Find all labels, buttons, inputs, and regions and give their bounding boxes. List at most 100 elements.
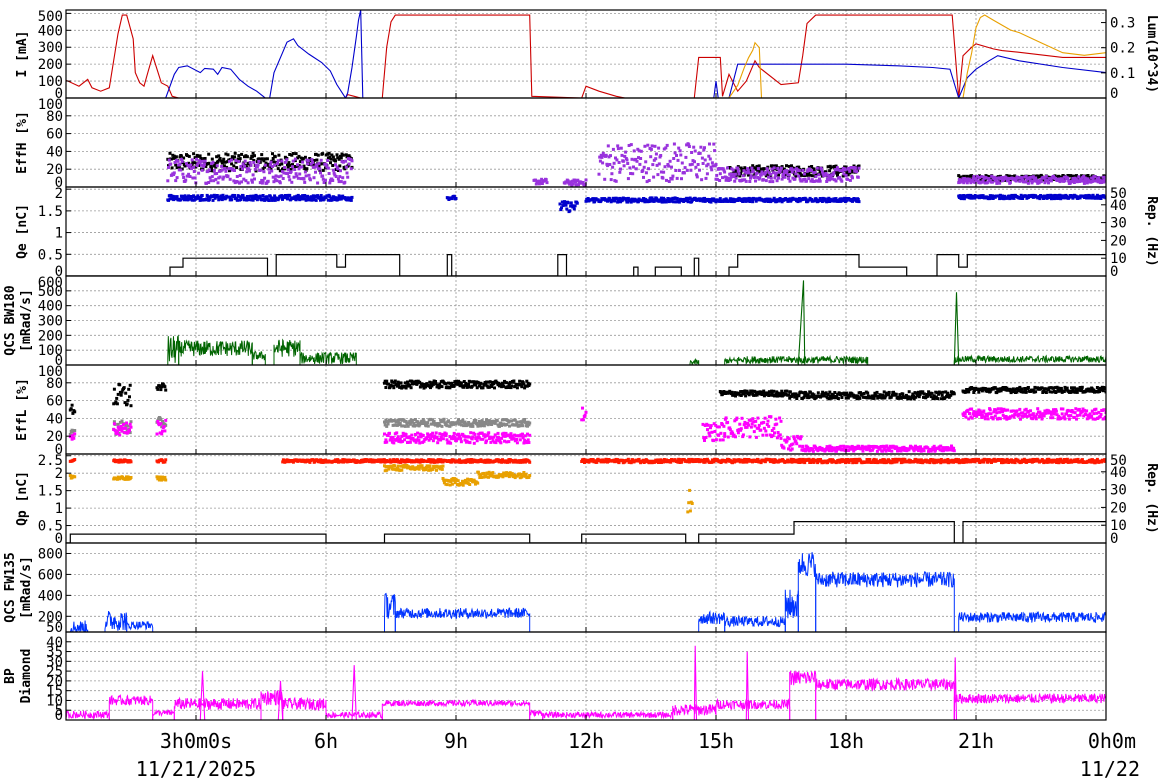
data-point — [253, 154, 256, 158]
data-point — [707, 154, 711, 158]
data-point — [238, 181, 241, 185]
data-point — [976, 410, 980, 414]
data-point — [750, 422, 754, 426]
data-point — [649, 155, 653, 159]
data-point — [656, 173, 660, 177]
data-point — [998, 410, 1002, 414]
data-point — [120, 419, 124, 423]
data-point — [115, 430, 119, 434]
data-point — [1052, 412, 1056, 416]
data-point — [689, 168, 693, 172]
data-point — [321, 168, 325, 172]
data-point — [462, 424, 466, 428]
y2-tick-label: 30 — [1110, 216, 1127, 232]
data-point — [628, 166, 632, 170]
data-point — [1079, 389, 1083, 393]
data-point — [1065, 386, 1069, 390]
data-point — [1101, 175, 1105, 179]
data-point — [343, 167, 347, 171]
data-point — [183, 194, 187, 198]
data-point — [234, 159, 238, 163]
data-point — [386, 434, 390, 437]
data-point — [626, 196, 630, 200]
data-point — [338, 175, 342, 179]
data-point — [710, 168, 714, 172]
data-point — [310, 158, 314, 162]
y-tick-label: 60 — [46, 127, 63, 143]
data-point — [606, 164, 610, 168]
data-point — [573, 204, 577, 208]
data-point — [512, 379, 516, 383]
data-point — [847, 445, 851, 449]
data-point — [433, 434, 437, 438]
data-point — [962, 197, 966, 201]
data-point — [220, 164, 224, 168]
data-point — [1104, 390, 1106, 394]
data-point — [459, 381, 463, 385]
data-point — [169, 157, 173, 161]
data-point — [210, 175, 214, 179]
data-point — [312, 159, 316, 162]
data-point — [634, 167, 638, 171]
data-point — [731, 168, 735, 172]
data-point — [715, 425, 719, 429]
data-point — [807, 165, 811, 169]
data-point — [162, 425, 166, 428]
data-point — [396, 435, 400, 439]
data-point — [713, 149, 717, 153]
y-tick-label: 40 — [46, 411, 63, 427]
data-point — [907, 448, 911, 452]
data-point — [946, 391, 950, 395]
data-point — [976, 179, 980, 183]
data-point — [343, 180, 347, 184]
data-point — [1050, 410, 1054, 414]
data-point — [993, 414, 997, 418]
data-point — [1031, 412, 1035, 416]
data-point — [712, 197, 716, 201]
data-point — [778, 170, 782, 174]
data-point — [807, 177, 811, 181]
data-point — [677, 169, 681, 172]
data-point — [675, 197, 679, 200]
data-point — [1087, 387, 1091, 391]
data-point — [764, 429, 768, 433]
data-point — [896, 449, 899, 453]
y-axis-label: EffH [%] — [15, 111, 30, 174]
data-point — [839, 199, 843, 203]
data-point — [706, 423, 710, 427]
data-point — [728, 178, 732, 182]
data-point — [983, 179, 987, 183]
data-point — [112, 420, 116, 424]
data-point — [934, 395, 938, 399]
noise-trace — [724, 356, 739, 365]
data-point — [306, 196, 310, 199]
data-point — [500, 418, 504, 422]
data-point — [746, 168, 750, 172]
data-point — [345, 155, 349, 159]
data-point — [985, 414, 989, 418]
data-point — [416, 421, 420, 425]
data-point — [335, 153, 339, 157]
data-point — [438, 432, 442, 436]
data-point — [612, 161, 616, 165]
data-point — [792, 168, 796, 172]
data-point — [717, 433, 721, 437]
data-point — [255, 198, 259, 202]
data-point — [237, 160, 241, 163]
data-point — [1069, 174, 1073, 178]
data-point — [469, 424, 473, 428]
data-point — [922, 392, 926, 396]
data-point — [322, 181, 326, 184]
data-point — [957, 174, 961, 178]
data-point — [591, 458, 595, 462]
data-point — [1030, 181, 1034, 185]
data-point — [263, 165, 267, 169]
data-point — [952, 392, 956, 396]
data-point — [660, 200, 664, 204]
data-point — [431, 381, 435, 385]
data-point — [1086, 177, 1090, 181]
data-point — [206, 195, 210, 199]
data-point — [815, 166, 819, 170]
data-point — [890, 393, 894, 397]
data-point — [164, 458, 168, 462]
